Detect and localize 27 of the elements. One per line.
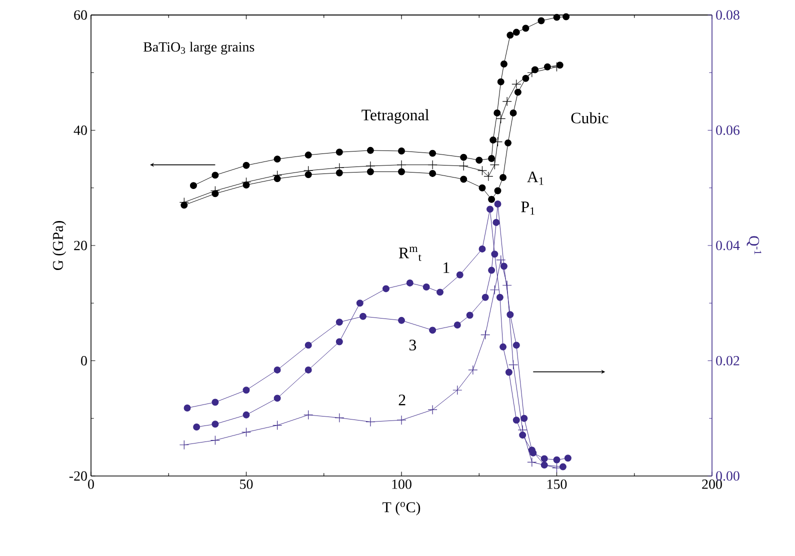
x-tick-label: 50 bbox=[240, 480, 253, 489]
x-tick-label: 0 bbox=[88, 480, 94, 489]
y2-tick-label: 0.00 bbox=[716, 471, 740, 481]
y-tick-label: 0 bbox=[81, 356, 87, 366]
annotation: BaTiO$_{3}$ large grains bbox=[144, 42, 254, 55]
y2-tick-label: 0.02 bbox=[716, 356, 740, 366]
series-label: 1 bbox=[444, 262, 450, 273]
series-label: 3 bbox=[409, 340, 416, 350]
x-axis-title: T ($^{o}$C) bbox=[382, 502, 420, 516]
y-tick-label: 40 bbox=[74, 126, 87, 135]
y2-tick-label: 0.08 bbox=[716, 10, 740, 20]
x-tick-label: 100 bbox=[392, 480, 412, 489]
x-tick-label: 200 bbox=[702, 480, 722, 489]
y2-tick-label: 0.04 bbox=[716, 240, 740, 250]
annotation: P$_{1}$ bbox=[521, 202, 534, 215]
annotation: Cubic bbox=[571, 112, 608, 124]
y-tick-label: 60 bbox=[74, 10, 87, 20]
y-tick-label: 20 bbox=[74, 240, 87, 250]
annotation: R$^{m}$t bbox=[398, 246, 422, 261]
y2-axis-title: Q$^{-1}$ bbox=[746, 236, 762, 254]
y-axis-title: G (GPa) bbox=[52, 221, 66, 270]
y2-tick-label: 0.06 bbox=[716, 126, 740, 135]
x-tick-label: 150 bbox=[548, 480, 567, 489]
series-label: 2 bbox=[398, 394, 406, 406]
annotation: Tetragonal bbox=[362, 109, 429, 124]
annotation: A$_{1}$ bbox=[527, 172, 544, 185]
y-tick-label: -20 bbox=[69, 471, 87, 481]
